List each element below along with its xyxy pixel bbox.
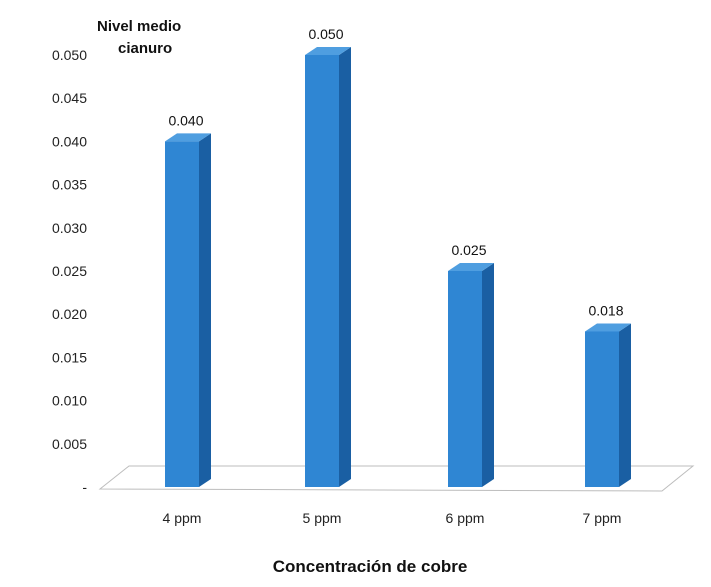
bar-top [585,323,631,332]
bar-side [619,323,631,487]
y-tick-label: 0.040 [52,133,87,149]
y-axis-title-line-1: Nivel medio [97,18,181,35]
bar [305,47,351,487]
x-category-label: 7 ppm [583,510,622,526]
bar-top [165,133,211,142]
data-label: 0.025 [451,242,486,258]
bar-front [585,331,619,487]
chart-floor-plane [98,465,695,492]
y-tick-label: 0.030 [52,220,87,236]
data-labels: 0.040 0.050 0.025 0.018 [168,26,623,318]
x-category-label: 4 ppm [163,510,202,526]
data-label: 0.018 [588,302,623,318]
bar-top [305,47,351,55]
bar [448,263,494,487]
y-tick-label: 0.050 [52,47,87,63]
bar [585,323,631,487]
x-axis-title: Concentración de cobre [273,557,468,576]
y-tick-label: 0.035 [52,177,87,193]
y-tick-label: 0.045 [52,90,87,106]
x-axis-categories: 4 ppm 5 ppm 6 ppm 7 ppm [163,510,622,526]
y-axis-ticks: - 0.005 0.010 0.015 0.020 0.025 0.030 0.035 0.04… [52,47,87,495]
y-tick-label: 0.015 [52,349,87,365]
data-label: 0.040 [168,112,203,128]
bar-front [305,55,339,487]
y-tick-label: - [82,479,87,495]
y-tick-label: 0.010 [52,393,87,409]
bar-side [482,263,494,487]
bar-front [448,271,482,487]
x-category-label: 6 ppm [446,510,485,526]
bar-side [199,133,211,487]
bar [165,133,211,487]
y-tick-label: 0.005 [52,436,87,452]
x-category-label: 5 ppm [303,510,342,526]
bar-top [448,263,494,271]
y-axis-title-line-2: cianuro [118,40,172,57]
bars [165,47,631,487]
bar-front [165,141,199,487]
y-tick-label: 0.025 [52,263,87,279]
y-tick-label: 0.020 [52,306,87,322]
chart-floor [98,465,695,492]
data-label: 0.050 [308,26,343,42]
bar-side [339,47,351,487]
